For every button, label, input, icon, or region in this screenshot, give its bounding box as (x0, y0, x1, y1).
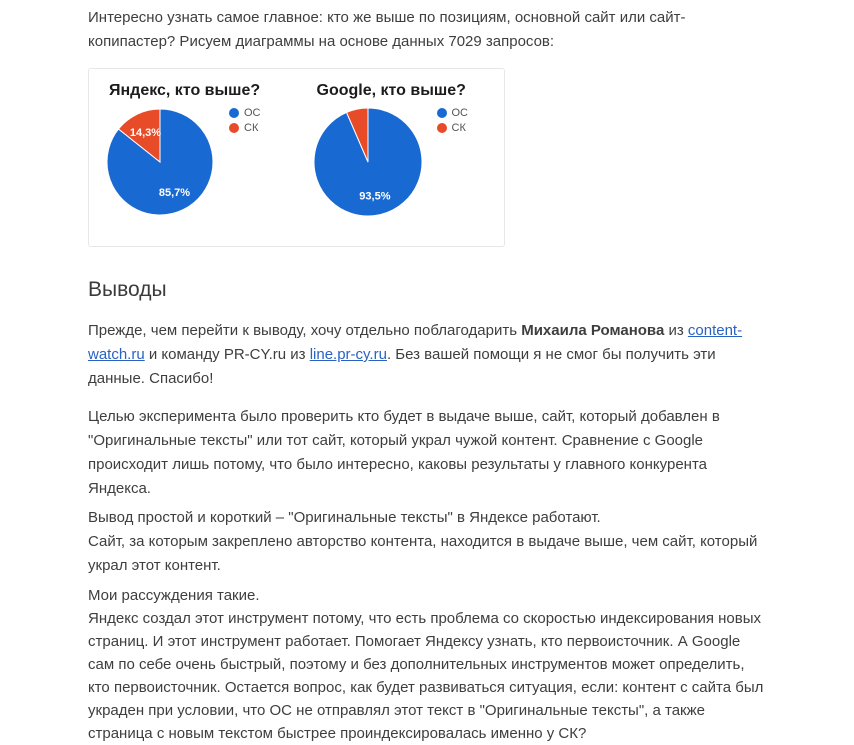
pie-slice-СК (117, 108, 161, 164)
legend-dot-oc-icon (436, 108, 447, 118)
thanks-paragraph: Прежде, чем перейти к выводу, хочу отдел… (88, 319, 770, 391)
link-line-pr-cy[interactable]: line.pr-cy.ru (309, 346, 387, 363)
legend-label-oc: ОС (451, 107, 469, 119)
conclusion-paragraph: Вывод простой и короткий – "Оригинальные… (88, 506, 770, 578)
charts-card: Яндекс, кто выше? 85,7% 14,3% ОС СК Googl… (88, 68, 505, 247)
legend-item-ck: СК (229, 122, 261, 134)
article-page: { "article": { "intro": "Интересно узнат… (88, 9, 764, 742)
thanks-text-3: и команду PR-CY.ru из (144, 346, 310, 363)
legend-dot-oc-icon (229, 108, 239, 118)
legend-google: ОС СК (436, 107, 469, 222)
pie-value-label: 93,5% (359, 190, 390, 202)
legend-yandex: ОС СК (229, 107, 261, 222)
intro-paragraph: Интересно узнать самое главное: кто же в… (88, 9, 686, 50)
reasoning-text: Яндекс создал этот инструмент потому, чт… (88, 610, 764, 742)
chart-yandex: Яндекс, кто выше? 85,7% 14,3% ОС СК (89, 69, 297, 246)
legend-dot-ck-icon (436, 123, 447, 133)
legend-item-ck: СК (436, 122, 469, 134)
legend-label-ck: СК (451, 122, 466, 134)
chart-title-yandex: Яндекс, кто выше? (109, 82, 261, 99)
legend-item-oc: ОС (229, 107, 261, 119)
goal-paragraph: Целью эксперимента было проверить кто бу… (88, 408, 720, 497)
conclusion-line-1: Вывод простой и короткий – "Оригинальные… (88, 509, 601, 526)
legend-dot-ck-icon (229, 123, 239, 133)
legend-label-ck: СК (244, 122, 259, 134)
chart-body-yandex: 85,7% 14,3% ОС СК (89, 102, 297, 222)
thanks-text-2: из (664, 322, 688, 339)
reasoning-paragraph: Мои рассуждения такие. Яндекс создал этот… (88, 584, 770, 745)
thanks-text-1: Прежде, чем перейти к выводу, хочу отдел… (88, 322, 522, 339)
chart-google: Google, кто выше? 93,5% ОС СК (297, 69, 505, 246)
conclusions-heading: Выводы (88, 278, 167, 301)
pie-value-label: 14,3% (130, 127, 161, 139)
pie-slice-СК (345, 107, 368, 163)
pie-chart-google: 93,5% (313, 107, 422, 217)
chart-title-google: Google, кто выше? (316, 82, 466, 99)
pie-value-label: 85,7% (159, 187, 190, 199)
conclusion-line-2: Сайт, за которым закреплено авторство ко… (88, 533, 758, 574)
link-content-watch[interactable]: content-watch.ru (88, 322, 743, 363)
thanks-text-4: . Без вашей помощи я не смог бы получить… (88, 346, 716, 387)
chart-body-google: 93,5% ОС СК (297, 102, 505, 222)
legend-item-oc: ОС (436, 107, 469, 119)
thanks-bold-name: Михаила Романова (521, 322, 665, 339)
legend-label-oc: ОС (244, 107, 261, 119)
reasoning-line-1: Мои рассуждения такие. (88, 587, 260, 604)
pie-chart-yandex: 85,7% 14,3% (106, 108, 214, 216)
